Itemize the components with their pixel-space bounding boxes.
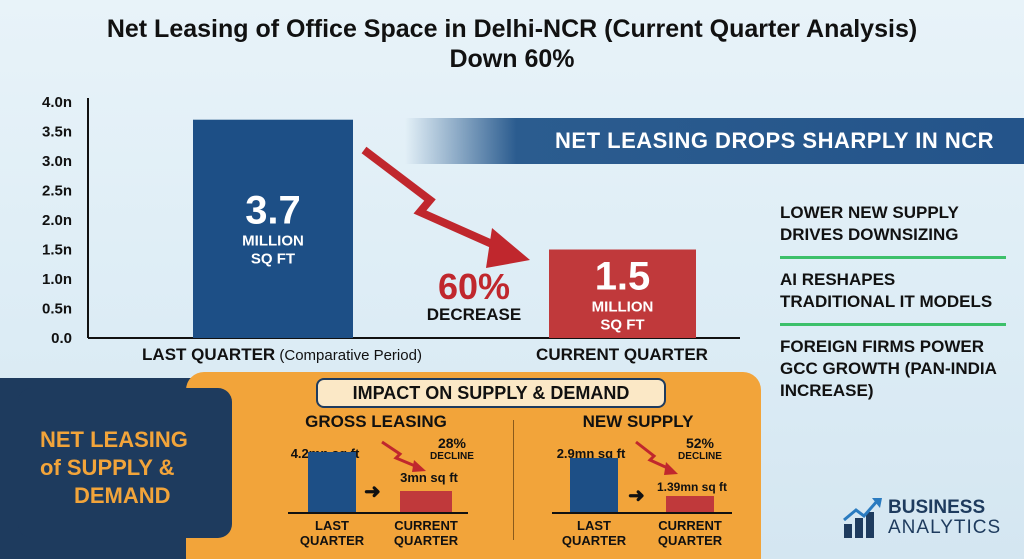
supply-last-value: 2.9mn sq ft — [556, 446, 626, 461]
bar-unit-label: SQ FT — [600, 317, 644, 334]
supply-arrow-right-icon: ➜ — [628, 485, 645, 507]
supply-current-label-1: CURRENT — [658, 518, 722, 533]
net-panel-line-3: DEMAND — [74, 483, 171, 508]
gross-current-label-2: QUARTER — [393, 533, 459, 548]
supply-decline: 52% DECLINE — [672, 436, 728, 464]
supply-decline-word: DECLINE — [678, 451, 722, 462]
y-tick-label: 3.5n — [42, 124, 72, 141]
y-tick-label: 1.0n — [42, 271, 72, 288]
gross-title: GROSS LEASING — [305, 412, 447, 431]
y-tick-label: 0.5n — [42, 301, 72, 318]
side-note-supply: LOWER NEW SUPPLY DRIVES DOWNSIZING — [780, 200, 1006, 259]
page-title: Net Leasing of Office Space in Delhi-NCR… — [0, 14, 1024, 74]
gross-last-label-2: QUARTER — [299, 533, 365, 548]
supply-decline-pct: 52% — [685, 435, 715, 451]
side-note-ai: AI RESHAPES TRADITIONAL IT MODELS — [780, 267, 1006, 326]
gross-leasing-panel: GROSS LEASING 4.2mn sq ft 3mn sq ft 28% … — [258, 408, 494, 551]
gross-baseline — [288, 512, 468, 514]
y-tick-label: 2.5n — [42, 183, 72, 200]
gross-arrow-right-icon: ➜ — [364, 481, 381, 503]
supply-current-value: 1.39mn sq ft — [656, 480, 728, 494]
supply-last-label-2: QUARTER — [561, 533, 627, 548]
y-tick-label: 1.5n — [42, 242, 72, 259]
y-tick-label: 2.0n — [42, 212, 72, 229]
supply-bar-current — [666, 496, 714, 512]
y-tick-label: 3.0n — [42, 153, 72, 170]
gross-decline-word: DECLINE — [430, 451, 474, 462]
title-line-1: Net Leasing of Office Space in Delhi-NCR… — [106, 15, 918, 43]
net-panel-line-1: NET LEASING — [40, 427, 188, 452]
bar-value-label: 3.7 — [245, 189, 301, 233]
decline-arrow-shaft — [361, 146, 512, 256]
gross-bar-current — [400, 491, 452, 512]
decrease-label: DECREASE — [426, 305, 522, 324]
supply-last-label-1: LAST — [577, 518, 611, 533]
gross-down-arrow-icon — [381, 440, 426, 472]
y-tick-label: 4.0n — [42, 94, 72, 111]
net-leasing-panel: NET LEASING of SUPPLY & DEMAND — [18, 388, 232, 538]
title-line-2: Down 60% — [449, 45, 575, 73]
gross-bar-last — [308, 452, 356, 512]
gross-last-label: LAST QUARTER — [292, 518, 372, 548]
gross-current-label-1: CURRENT — [394, 518, 458, 533]
y-tick-label: 0.0 — [51, 330, 72, 347]
gross-decline: 28% DECLINE — [424, 436, 480, 464]
gross-last-label-1: LAST — [315, 518, 349, 533]
decline-arrow-icon — [486, 228, 530, 268]
impact-title: IMPACT ON SUPPLY & DEMAND — [316, 378, 666, 408]
bar-last-quarter — [193, 119, 353, 338]
bar-current-quarter — [549, 249, 696, 338]
bar-unit-label: MILLION — [242, 233, 304, 250]
supply-baseline — [552, 512, 732, 514]
supply-last-label: LAST QUARTER — [554, 518, 634, 548]
gross-decline-pct: 28% — [437, 435, 467, 451]
supply-current-label: CURRENT QUARTER — [650, 518, 730, 548]
brand-line-1: BUSINESS — [888, 497, 986, 518]
net-panel-line-2: of SUPPLY & — [40, 455, 175, 480]
brand-line-2: ANALYTICS — [888, 517, 1002, 538]
gross-current-value: 3mn sq ft — [400, 470, 458, 485]
supply-title: NEW SUPPLY — [582, 412, 694, 431]
bar-unit-label: SQ FT — [251, 251, 295, 268]
x-category-label: CURRENT QUARTER — [536, 345, 708, 364]
brand-chart-icon — [843, 498, 882, 538]
new-supply-panel: NEW SUPPLY 2.9mn sq ft 1.39mn sq ft 52% … — [520, 408, 756, 551]
main-bar-chart: 0.00.5n1.0n1.5n2.0n2.5n3.0n3.5n4.0n3.7MI… — [42, 94, 740, 364]
brand-name: BUSINESS ANALYTICS — [888, 498, 1001, 538]
side-note-gcc: FOREIGN FIRMS POWER GCC GROWTH (PAN-INDI… — [780, 337, 997, 400]
bar-unit-label: MILLION — [592, 299, 654, 316]
gross-current-label: CURRENT QUARTER — [386, 518, 466, 548]
supply-current-label-2: QUARTER — [657, 533, 723, 548]
supply-bar-last — [570, 458, 618, 512]
bar-value-label: 1.5 — [595, 255, 651, 299]
decrease-percent: 60% — [437, 266, 511, 307]
headline-banner: NET LEASING DROPS SHARPLY IN NCR — [405, 118, 1024, 164]
impact-divider — [513, 420, 514, 540]
side-notes: LOWER NEW SUPPLY DRIVES DOWNSIZING AI RE… — [780, 200, 1006, 420]
supply-down-arrow-icon — [635, 440, 678, 475]
brand-logo: BUSINESS ANALYTICS — [842, 494, 1022, 542]
x-category-label: LAST QUARTER (Comparative Period) — [142, 345, 422, 364]
